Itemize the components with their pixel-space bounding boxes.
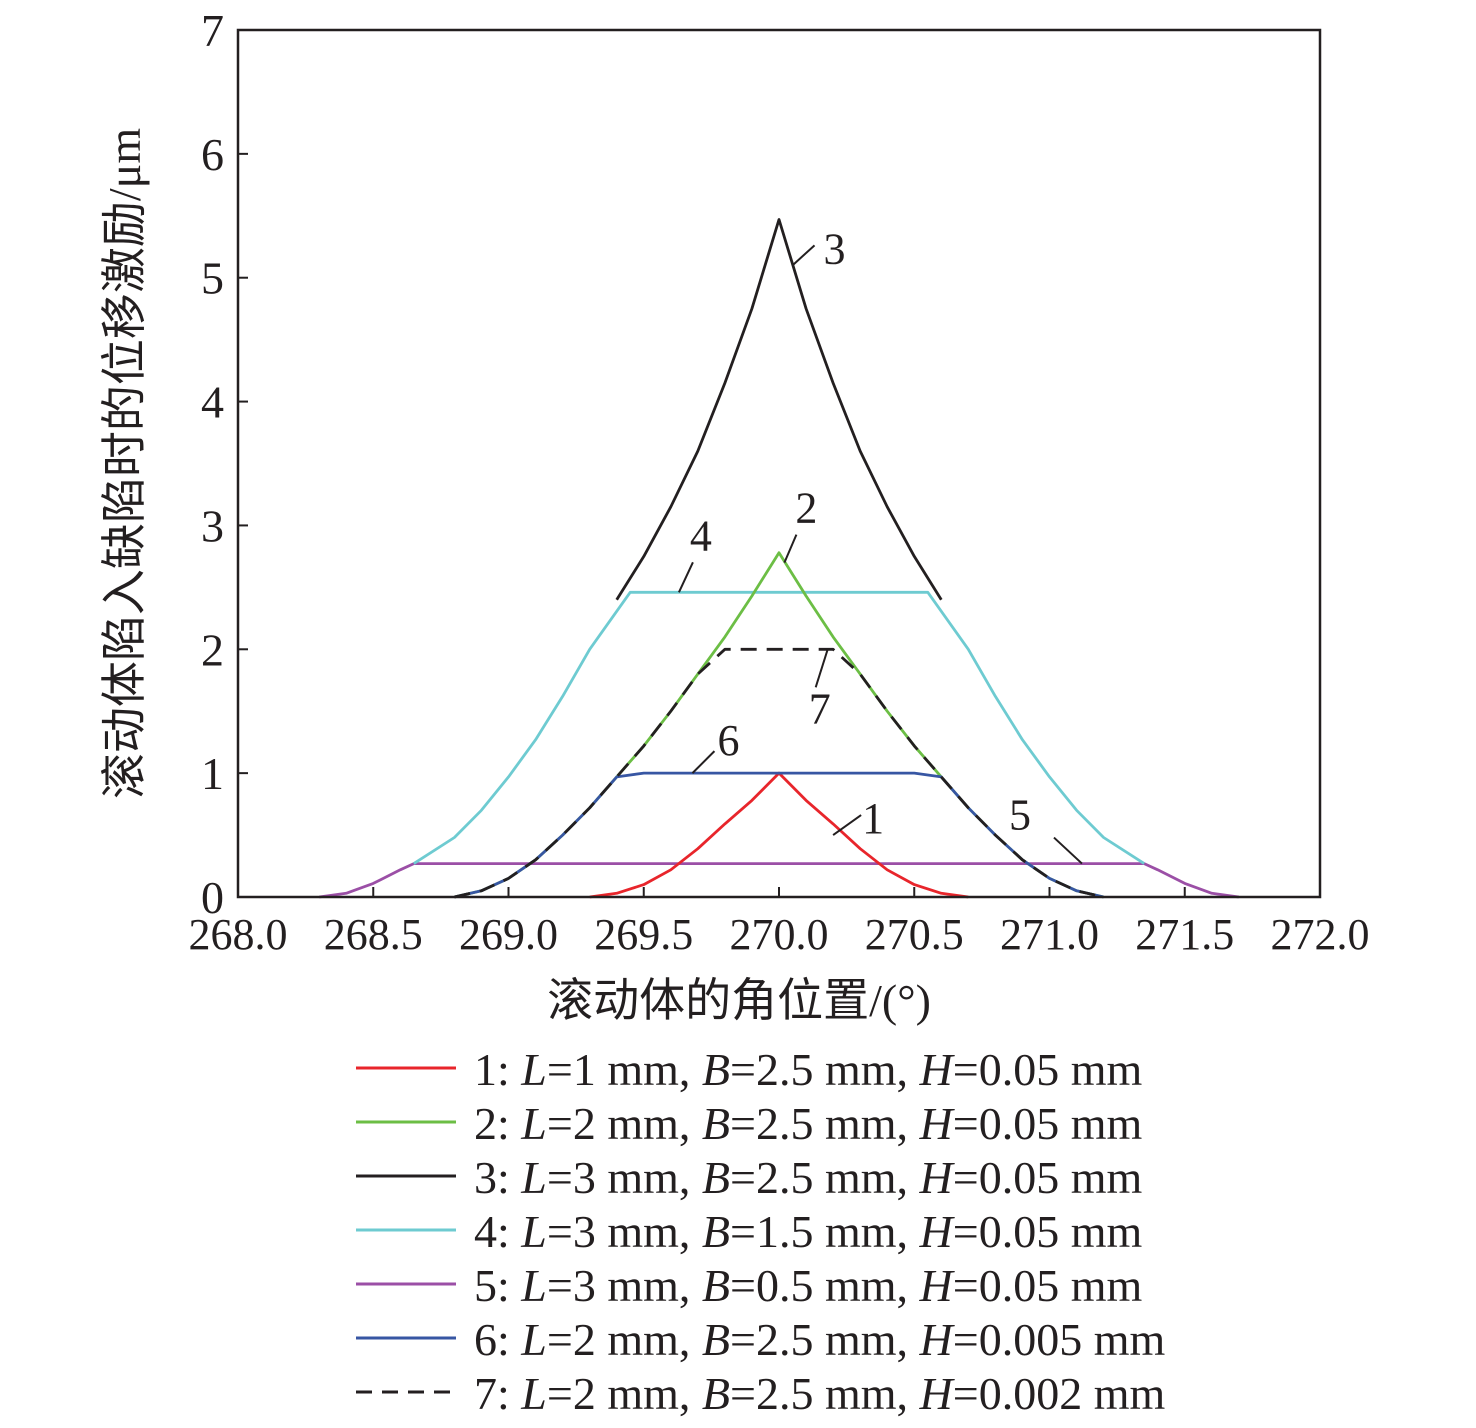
legend-item-7: 7: L=2 mm, B=2.5 mm, H=0.002 mm xyxy=(356,1368,1165,1419)
callout-label-3: 3 xyxy=(824,224,846,273)
y-tick-label: 5 xyxy=(201,253,224,304)
series-line-4 xyxy=(413,590,1145,865)
legend-item-4: 4: L=3 mm, B=1.5 mm, H=0.05 mm xyxy=(356,1206,1142,1257)
series-line-6 xyxy=(454,771,1104,899)
y-tick-label: 4 xyxy=(201,377,224,428)
series-callouts: 1 2 3 4 5 6 7 xyxy=(678,224,1083,865)
callout-label-4: 4 xyxy=(690,511,712,560)
callout-line-3 xyxy=(791,244,816,267)
legend: 1: L=1 mm, B=2.5 mm, H=0.05 mm2: L=2 mm,… xyxy=(356,1044,1165,1419)
y-tick-label: 3 xyxy=(201,500,224,551)
y-tick-label: 0 xyxy=(201,872,224,923)
callout-label-7: 7 xyxy=(809,684,831,733)
x-tick-label: 272.0 xyxy=(1271,910,1370,959)
callout-line-7 xyxy=(814,648,829,688)
y-tick-label: 2 xyxy=(201,624,224,675)
callout-label-6: 6 xyxy=(717,716,739,765)
legend-label-3: 3: L=3 mm, B=2.5 mm, H=0.05 mm xyxy=(474,1152,1142,1203)
legend-label-1: 1: L=1 mm, B=2.5 mm, H=0.05 mm xyxy=(474,1044,1142,1095)
callout-line-4 xyxy=(678,561,694,593)
series-line-7 xyxy=(454,647,1104,899)
callout-line-6 xyxy=(691,750,716,774)
legend-item-3: 3: L=3 mm, B=2.5 mm, H=0.05 mm xyxy=(356,1152,1142,1203)
series-lines xyxy=(319,218,1239,899)
x-tick-label: 270.0 xyxy=(730,910,829,959)
callout-label-2: 2 xyxy=(795,484,817,533)
legend-item-2: 2: L=2 mm, B=2.5 mm, H=0.05 mm xyxy=(356,1098,1142,1149)
series-line-3 xyxy=(615,218,943,601)
x-tick-label: 269.0 xyxy=(459,910,558,959)
plot-frame xyxy=(236,28,1322,899)
legend-label-5: 5: L=3 mm, B=0.5 mm, H=0.05 mm xyxy=(474,1260,1142,1311)
legend-item-6: 6: L=2 mm, B=2.5 mm, H=0.005 mm xyxy=(356,1314,1165,1365)
legend-label-6: 6: L=2 mm, B=2.5 mm, H=0.005 mm xyxy=(474,1314,1165,1365)
x-tick-label: 270.5 xyxy=(865,910,964,959)
y-axis-label: 滚动体陷入缺陷时的位移激励/μm xyxy=(99,128,150,799)
callout-label-1: 1 xyxy=(862,794,884,843)
y-tick-label: 6 xyxy=(201,129,224,180)
x-tick-label: 271.5 xyxy=(1135,910,1234,959)
x-axis-label: 滚动体的角位置/(°) xyxy=(547,975,931,1026)
x-tick-label: 268.5 xyxy=(324,910,423,959)
legend-item-1: 1: L=1 mm, B=2.5 mm, H=0.05 mm xyxy=(356,1044,1142,1095)
x-tick-label: 271.0 xyxy=(1000,910,1099,959)
y-tick-label: 1 xyxy=(201,748,224,799)
callout-line-5 xyxy=(1053,836,1083,865)
axis-ticks: 268.0 268.5 269.0 269.5 270.0 270.5 271.0 271.5… xyxy=(189,5,1370,959)
legend-label-2: 2: L=2 mm, B=2.5 mm, H=0.05 mm xyxy=(474,1098,1142,1149)
legend-item-5: 5: L=3 mm, B=0.5 mm, H=0.05 mm xyxy=(356,1260,1142,1311)
callout-label-5: 5 xyxy=(1009,791,1031,840)
legend-label-4: 4: L=3 mm, B=1.5 mm, H=0.05 mm xyxy=(474,1206,1142,1257)
callout-line-1 xyxy=(832,814,862,836)
series-line-1 xyxy=(589,771,969,899)
x-tick-label: 269.5 xyxy=(594,910,693,959)
legend-label-7: 7: L=2 mm, B=2.5 mm, H=0.002 mm xyxy=(474,1368,1165,1419)
x-tick-label: 268.0 xyxy=(189,910,288,959)
series-line-5 xyxy=(319,862,1239,899)
y-tick-label: 7 xyxy=(201,5,224,56)
callout-line-2 xyxy=(783,534,798,563)
